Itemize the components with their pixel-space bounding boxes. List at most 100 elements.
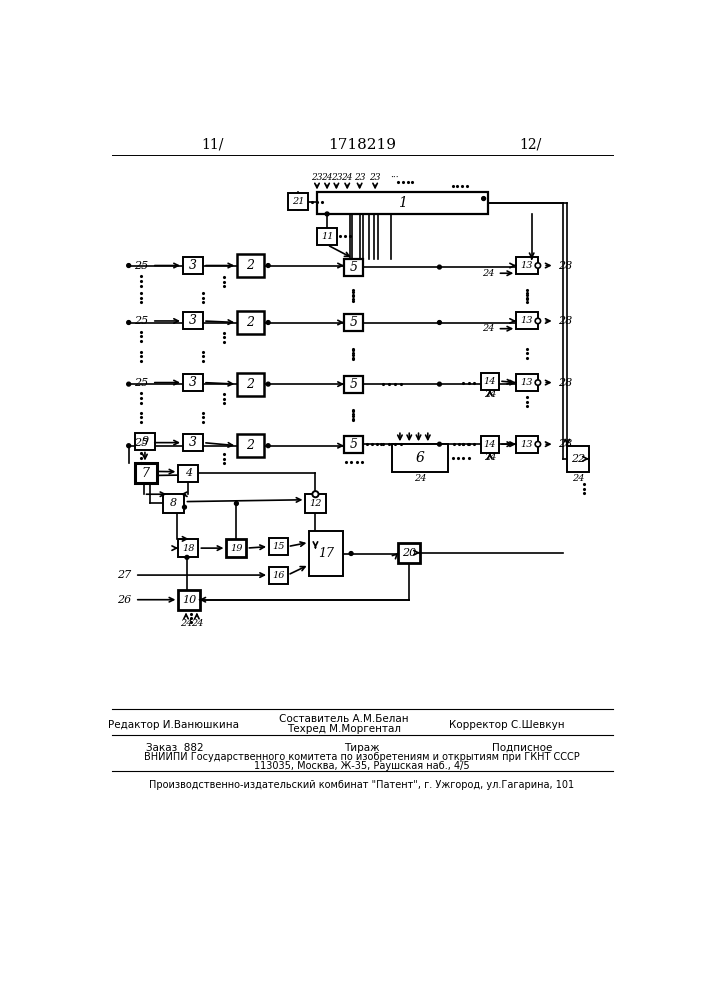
Bar <box>178 465 199 482</box>
Text: 23: 23 <box>354 173 366 182</box>
Circle shape <box>267 382 270 386</box>
Text: 12: 12 <box>309 499 322 508</box>
Bar <box>481 436 499 453</box>
Text: 20: 20 <box>402 548 416 558</box>
Text: 5: 5 <box>349 316 358 329</box>
Text: 21: 21 <box>292 197 305 206</box>
Bar <box>135 433 155 450</box>
Text: 13: 13 <box>521 261 533 270</box>
Text: 3: 3 <box>189 314 197 327</box>
Bar <box>237 434 264 457</box>
Text: 4: 4 <box>185 468 192 478</box>
Circle shape <box>438 442 441 446</box>
Text: 10: 10 <box>182 595 197 605</box>
Bar <box>344 314 363 331</box>
Text: 24: 24 <box>414 474 426 483</box>
Bar <box>237 311 264 334</box>
Text: Заказ  882: Заказ 882 <box>146 743 204 753</box>
Text: 23: 23 <box>311 173 323 182</box>
Text: 13: 13 <box>521 440 533 449</box>
Text: 3: 3 <box>189 436 197 449</box>
Bar <box>288 193 308 210</box>
Circle shape <box>267 444 270 448</box>
Circle shape <box>481 197 486 200</box>
Text: Составитель А.М.Белан: Составитель А.М.Белан <box>279 714 409 724</box>
Text: 8: 8 <box>170 498 177 508</box>
Bar <box>344 259 363 276</box>
Bar <box>392 444 448 472</box>
Circle shape <box>235 502 238 505</box>
Text: Тираж: Тираж <box>344 743 380 753</box>
Text: 24: 24 <box>191 619 203 628</box>
Text: 25: 25 <box>134 438 148 448</box>
Circle shape <box>182 505 187 509</box>
Circle shape <box>127 264 131 267</box>
Text: 2: 2 <box>246 439 255 452</box>
Circle shape <box>535 263 541 268</box>
Bar <box>516 312 538 329</box>
Bar <box>178 539 199 557</box>
Circle shape <box>127 444 131 448</box>
Bar <box>305 494 325 513</box>
Text: 11/: 11/ <box>201 138 223 152</box>
Text: 5: 5 <box>349 378 358 391</box>
Bar <box>237 373 264 396</box>
Text: Подписное: Подписное <box>492 743 553 753</box>
Bar <box>516 257 538 274</box>
Text: 11: 11 <box>321 232 333 241</box>
Text: 16: 16 <box>272 571 284 580</box>
Text: 25: 25 <box>134 261 148 271</box>
Text: 24: 24 <box>482 269 494 278</box>
Text: ВНИИПИ Государственного комитета по изобретениям и открытиям при ГКНТ СССР: ВНИИПИ Государственного комитета по изоб… <box>144 752 580 762</box>
Text: ···: ··· <box>390 173 399 182</box>
Bar <box>135 463 156 483</box>
Text: 14: 14 <box>484 440 496 449</box>
Text: 24: 24 <box>321 173 333 182</box>
Text: 18: 18 <box>182 544 194 553</box>
Text: 28: 28 <box>558 439 572 449</box>
Bar <box>178 590 200 610</box>
Text: 2: 2 <box>246 316 255 329</box>
Text: 24: 24 <box>180 619 192 628</box>
Bar <box>183 312 203 329</box>
Bar <box>183 374 203 391</box>
Bar <box>567 446 589 472</box>
Bar <box>516 374 538 391</box>
Bar <box>344 376 363 393</box>
Text: 5: 5 <box>349 438 358 451</box>
Text: 113035, Москва, Ж-35, Раушская наб., 4/5: 113035, Москва, Ж-35, Раушская наб., 4/5 <box>254 761 469 771</box>
Text: 24: 24 <box>484 453 496 462</box>
Text: 2: 2 <box>246 259 255 272</box>
Bar <box>183 434 203 451</box>
Circle shape <box>312 491 319 497</box>
Circle shape <box>438 321 441 324</box>
Circle shape <box>267 264 270 267</box>
Circle shape <box>267 321 270 324</box>
Text: 24: 24 <box>484 390 496 399</box>
Text: 22: 22 <box>571 454 585 464</box>
Bar <box>344 436 363 453</box>
Bar <box>163 494 185 513</box>
Text: Корректор С.Шевкун: Корректор С.Шевкун <box>449 720 565 730</box>
Circle shape <box>127 382 131 386</box>
Text: 25: 25 <box>134 378 148 388</box>
Text: 28: 28 <box>558 316 572 326</box>
Text: 1718219: 1718219 <box>328 138 396 152</box>
Bar <box>516 436 538 453</box>
Bar <box>317 228 337 245</box>
Text: 19: 19 <box>230 544 243 553</box>
Text: Производственно-издательский комбинат "Патент", г. Ужгород, ул.Гагарина, 101: Производственно-издательский комбинат "П… <box>149 780 575 790</box>
Text: 3: 3 <box>189 259 197 272</box>
Bar <box>317 192 488 214</box>
Bar <box>226 539 247 557</box>
Text: 23: 23 <box>331 173 342 182</box>
Bar <box>481 373 499 389</box>
Bar <box>269 538 288 555</box>
Text: 26: 26 <box>117 595 132 605</box>
Text: Техред М.Моргентал: Техред М.Моргентал <box>287 724 401 734</box>
Circle shape <box>535 441 541 447</box>
Circle shape <box>185 555 189 559</box>
Circle shape <box>535 318 541 324</box>
Text: 15: 15 <box>272 542 284 551</box>
Circle shape <box>438 265 441 269</box>
